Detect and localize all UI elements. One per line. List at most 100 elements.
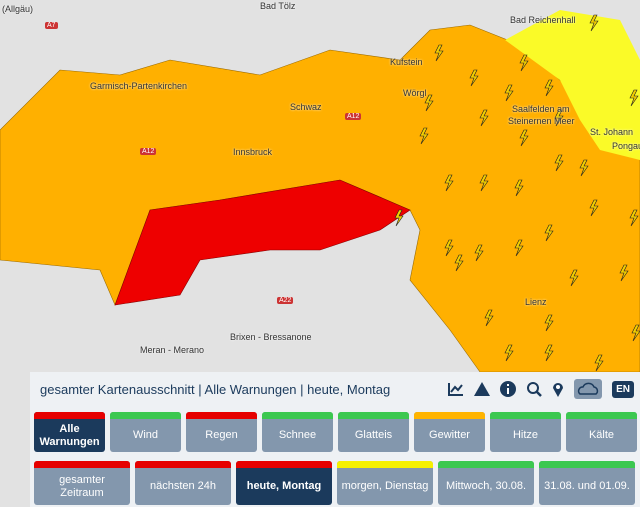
thunderstorm-icon [479,109,489,127]
road-label: A7 [45,22,58,29]
button-label: Mittwoch, 30.08. [445,480,527,492]
thunderstorm-icon [629,209,639,227]
button-label: gesamter Zeitraum [59,473,105,499]
thunderstorm-icon [631,324,640,342]
thunderstorm-icon [514,239,524,257]
toolbar: EN [448,379,634,399]
thunderstorm-icon [514,179,524,197]
thunderstorm-icon [444,174,454,192]
button-label: Kälte [588,429,615,441]
period-button[interactable]: gesamter Zeitraum [34,461,130,505]
period-button[interactable]: 31.08. und 01.09. [539,461,635,505]
status-strip [414,412,485,419]
place-label: (Allgäu) [2,4,34,14]
place-label: Schwaz [290,102,322,112]
place-label: Saalfelden am [512,104,570,114]
language-button[interactable]: EN [612,380,634,398]
status-strip [34,412,105,419]
status-strip [438,461,534,468]
warning-type-button[interactable]: Wind [110,412,181,452]
thunderstorm-icon [544,314,554,332]
thunderstorm-icon [479,174,489,192]
thunderstorm-icon [419,127,429,145]
thunderstorm-icon [619,264,629,282]
button-label: Regen [205,429,238,441]
warning-panel: gesamter Kartenausschnitt | Alle Warnung… [30,372,640,507]
thunderstorm-icon [554,154,564,172]
period-button[interactable]: Mittwoch, 30.08. [438,461,534,505]
warning-type-button[interactable]: Hitze [490,412,561,452]
warning-type-button[interactable]: Glatteis [338,412,409,452]
period-button[interactable]: nächsten 24h [135,461,231,505]
place-label: Garmisch-Partenkirchen [90,81,188,91]
thunderstorm-icon [544,224,554,242]
warning-area-red [114,179,411,306]
warning-area-yellow [505,10,640,160]
place-label: Kufstein [390,57,423,67]
status-strip [34,461,130,468]
button-label: heute, Montag [246,480,322,492]
place-label: Meran - Merano [140,345,205,355]
status-strip [135,461,231,468]
thunderstorm-icon [544,79,554,97]
status-strip [490,412,561,419]
location-icon[interactable] [552,381,564,397]
status-strip [110,412,181,419]
thunderstorm-icon [594,354,604,372]
status-strip [539,461,635,468]
road-label: A12 [140,148,157,155]
place-label: Bad Reichenhall [510,15,576,25]
thunderstorm-icon [474,244,484,262]
thunderstorm-icon [394,209,404,227]
road-label: A12 [345,113,362,120]
thunderstorm-icon [434,44,444,62]
thunderstorm-icon [579,159,589,177]
place-label: Wörgl [403,88,427,98]
button-label: Wind [132,429,159,441]
panel-title: gesamter Kartenausschnitt | Alle Warnung… [40,382,391,397]
status-strip [262,412,333,419]
place-label: Lienz [525,297,547,307]
place-label: Brixen - Bressanone [230,332,312,342]
thunderstorm-icon [519,129,529,147]
thunderstorm-icon [444,239,454,257]
thunderstorm-icon [629,89,639,107]
warning-type-button[interactable]: Kälte [566,412,637,452]
warning-type-button[interactable]: Regen [186,412,257,452]
thunderstorm-icon [589,14,599,32]
thunderstorm-icon [569,269,579,287]
zoom-icon[interactable] [526,381,542,397]
button-label: Gewitter [429,429,470,441]
thunderstorm-icon [424,94,434,112]
status-strip [186,412,257,419]
warning-type-button[interactable]: Gewitter [414,412,485,452]
status-strip [337,461,433,468]
cloud-icon[interactable] [574,379,603,399]
thunderstorm-icon [504,344,514,362]
thunderstorm-icon [454,254,464,272]
road-label: A22 [277,297,294,304]
button-label: morgen, Dienstag [341,480,429,492]
button-label: 31.08. und 01.09. [544,480,630,492]
chart-icon[interactable] [448,382,464,396]
warning-icon[interactable] [474,382,491,396]
period-button[interactable]: heute, Montag [236,461,332,505]
place-label: Innsbruck [233,147,273,157]
info-icon[interactable] [500,381,517,397]
thunderstorm-icon [544,344,554,362]
thunderstorm-icon [589,199,599,217]
status-strip [236,461,332,468]
place-label: Steinernen Meer [508,116,575,126]
place-label: St. Johann [590,127,634,137]
warning-type-button[interactable]: Schnee [262,412,333,452]
button-label: nächsten 24h [149,480,217,492]
thunderstorm-icon [519,54,529,72]
thunderstorm-icon [484,309,494,327]
button-label: Hitze [512,429,539,441]
thunderstorm-icon [469,69,479,87]
place-label: Pongau [612,141,640,151]
period-button[interactable]: morgen, Dienstag [337,461,433,505]
thunderstorm-icon [504,84,514,102]
status-strip [566,412,637,419]
warning-type-button[interactable]: Alle Warnungen [34,412,105,452]
